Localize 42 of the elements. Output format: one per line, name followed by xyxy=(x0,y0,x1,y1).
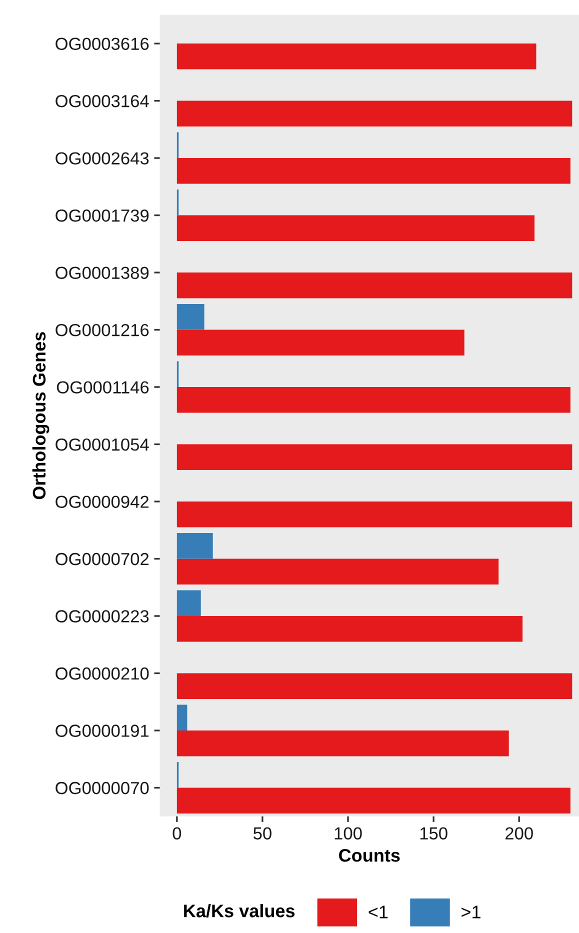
y-tick-label: OG0003164 xyxy=(56,94,149,108)
bar xyxy=(176,272,572,298)
y-tick-label: OG0003616 xyxy=(56,38,149,50)
y-axis-title: Orthologous Genes xyxy=(32,332,50,500)
legend-label: <1 xyxy=(368,906,388,918)
bar xyxy=(176,673,572,700)
y-tick-label: OG0002643 xyxy=(56,152,149,165)
bar xyxy=(176,704,188,731)
x-tick-label: 100 xyxy=(334,827,362,840)
x-tick-label: 50 xyxy=(254,827,272,840)
bar xyxy=(176,387,570,413)
bar xyxy=(176,158,570,184)
legend-label: >1 xyxy=(462,906,480,918)
bar xyxy=(176,533,213,559)
x-axis-title: Counts xyxy=(339,849,400,862)
bar xyxy=(176,502,572,528)
bar xyxy=(176,100,572,127)
x-tick-label: 200 xyxy=(506,827,533,840)
y-tick-label: OG0000702 xyxy=(56,552,149,566)
bar xyxy=(176,215,535,242)
y-tick-label: OG0001146 xyxy=(56,381,149,394)
y-tick-label: OG0000191 xyxy=(56,724,149,737)
y-tick-label: OG0000223 xyxy=(56,610,149,622)
y-tick-label: OG0001216 xyxy=(56,324,149,336)
y-tick-label: OG0000210 xyxy=(56,667,149,680)
legend-title: Ka/Ks values xyxy=(184,904,295,918)
x-tick-label: 0 xyxy=(172,827,182,840)
y-tick-label: OG0001054 xyxy=(56,438,149,451)
bar xyxy=(176,444,572,470)
y-tick-label: OG0000070 xyxy=(56,782,149,794)
bar xyxy=(176,616,523,642)
bar xyxy=(176,44,536,70)
y-tick-label: OG0001389 xyxy=(56,266,149,279)
bar xyxy=(176,330,464,356)
bar xyxy=(176,730,509,756)
bar xyxy=(176,558,499,585)
bar xyxy=(176,590,201,616)
bar xyxy=(176,304,204,330)
y-tick-label: OG0001739 xyxy=(56,209,149,222)
bar xyxy=(176,788,570,814)
x-tick-label: 150 xyxy=(420,827,448,840)
y-tick-label: OG0000942 xyxy=(56,496,149,508)
